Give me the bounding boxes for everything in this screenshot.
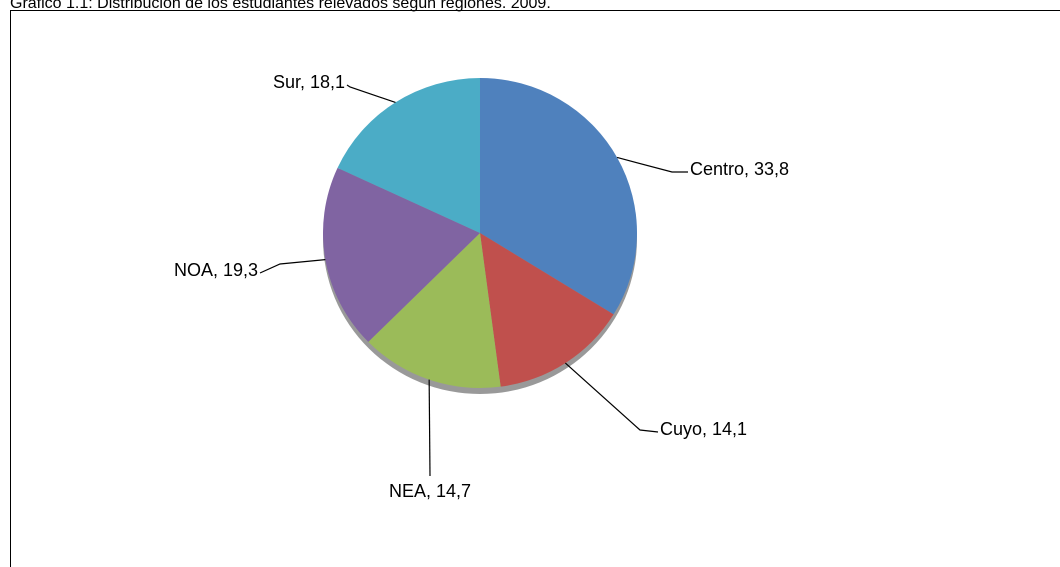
leader-line	[428, 379, 431, 477]
pie-slice	[480, 233, 614, 387]
data-label: NOA, 19,3	[174, 260, 258, 280]
pie-slice	[323, 167, 480, 342]
pie-slice	[368, 233, 501, 388]
leader-line	[259, 259, 326, 274]
pie-slice	[480, 78, 637, 315]
data-label: Cuyo, 14,1	[660, 419, 747, 439]
chart-title: Gráfico 1.1: Distribución de los estudia…	[10, 0, 551, 12]
data-label: Centro, 33,8	[690, 159, 789, 179]
data-label: Sur, 18,1	[273, 72, 345, 92]
leader-line	[564, 362, 659, 433]
pie-slice	[337, 78, 480, 233]
leader-line	[616, 156, 688, 173]
data-label: NEA, 14,7	[389, 481, 471, 501]
leader-line	[346, 84, 396, 103]
